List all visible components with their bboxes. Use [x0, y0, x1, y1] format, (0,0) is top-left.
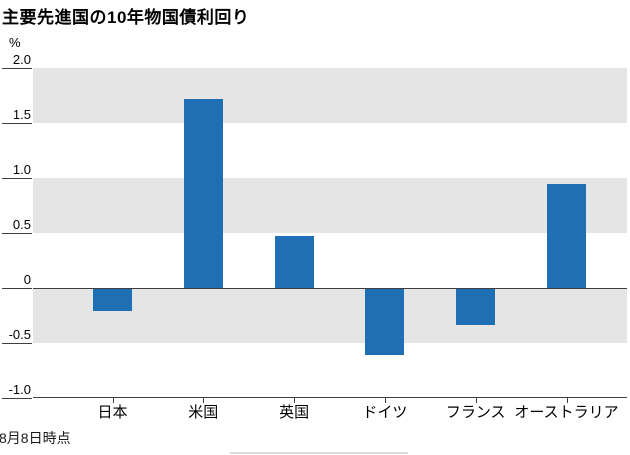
- bar-5: [547, 183, 586, 288]
- y-tick-label: -0.5: [8, 327, 31, 342]
- x-tick: [566, 398, 568, 403]
- plot-area: [33, 68, 627, 398]
- bar-3: [365, 289, 405, 355]
- bar-1: [183, 98, 223, 288]
- x-category-label: 英国: [279, 404, 310, 421]
- bar-4: [456, 289, 496, 326]
- bottom-divider-line: [230, 452, 408, 454]
- x-category-label: ドイツ: [362, 404, 408, 421]
- y-tick-line: [2, 178, 32, 179]
- x-category-label: オーストラリア: [514, 404, 619, 421]
- chart-title: 主要先進国の10年物国債利回り: [2, 8, 250, 27]
- grid-band: [33, 68, 627, 123]
- x-category-label: フランス: [445, 404, 506, 421]
- x-category-label: 日本: [97, 404, 128, 421]
- y-tick-label: 0: [23, 272, 31, 287]
- y-tick-label: 2.0: [12, 52, 31, 67]
- x-tick: [475, 398, 477, 403]
- y-tick-line: [2, 233, 32, 234]
- bar-2: [274, 236, 314, 288]
- x-tick: [294, 398, 296, 403]
- zero-line: [33, 288, 627, 289]
- grid-band: [33, 178, 627, 233]
- y-tick-line: [2, 343, 32, 344]
- bar-0: [93, 289, 132, 311]
- y-tick-label: 0.5: [12, 217, 31, 232]
- date-note: 8月8日時点: [0, 430, 71, 446]
- y-tick-line: [2, 288, 32, 289]
- x-category-label: 米国: [188, 404, 219, 421]
- y-tick-label: 1.0: [12, 162, 31, 177]
- x-axis-line: [33, 397, 627, 398]
- y-tick-label: 1.5: [12, 107, 31, 122]
- y-axis-unit-label: %: [9, 35, 21, 50]
- x-tick: [203, 398, 205, 403]
- y-tick-line: [2, 68, 32, 69]
- y-tick-label: -1.0: [8, 382, 31, 397]
- x-tick: [112, 398, 114, 403]
- y-tick-line: [2, 398, 32, 399]
- grid-band: [33, 288, 627, 343]
- x-tick: [384, 398, 386, 403]
- y-tick-line: [2, 123, 32, 124]
